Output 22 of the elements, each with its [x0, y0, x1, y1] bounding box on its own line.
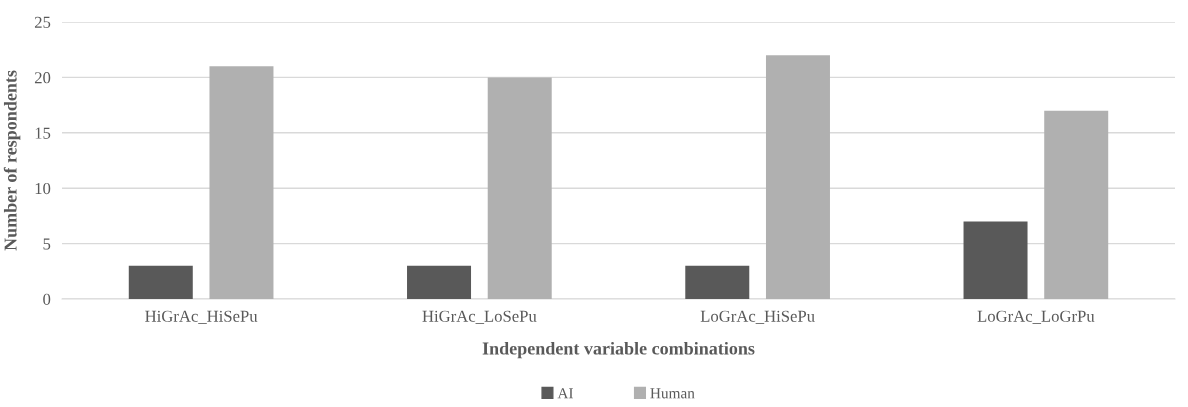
x-tick-label: LoGrAc_HiSePu	[700, 310, 815, 324]
x-tick-label: LoGrAc_LoGrPu	[977, 310, 1095, 324]
x-tick-label: HiGrAc_LoSePu	[422, 310, 537, 324]
y-tick-label: 10	[35, 182, 51, 195]
legend-label: Human	[650, 388, 695, 399]
x-tick-label: HiGrAc_HiSePu	[145, 310, 258, 324]
y-tick-label: 25	[34, 16, 51, 28]
bar	[963, 221, 1028, 299]
y-tick-label: 20	[34, 72, 51, 84]
y-tick-label: 15	[35, 127, 51, 139]
bar	[685, 265, 750, 299]
bar	[209, 66, 274, 299]
legend-label: AI	[557, 388, 573, 399]
x-axis-title: Independent variable combinations	[482, 341, 755, 359]
bar	[407, 265, 472, 299]
y-axis-title: Number of respondents	[3, 70, 21, 251]
bar	[128, 265, 193, 299]
bar	[487, 77, 552, 299]
bar	[765, 55, 830, 299]
bar	[1044, 110, 1109, 299]
y-tick-label: 5	[43, 238, 51, 250]
y-tick-label: 0	[43, 293, 51, 305]
